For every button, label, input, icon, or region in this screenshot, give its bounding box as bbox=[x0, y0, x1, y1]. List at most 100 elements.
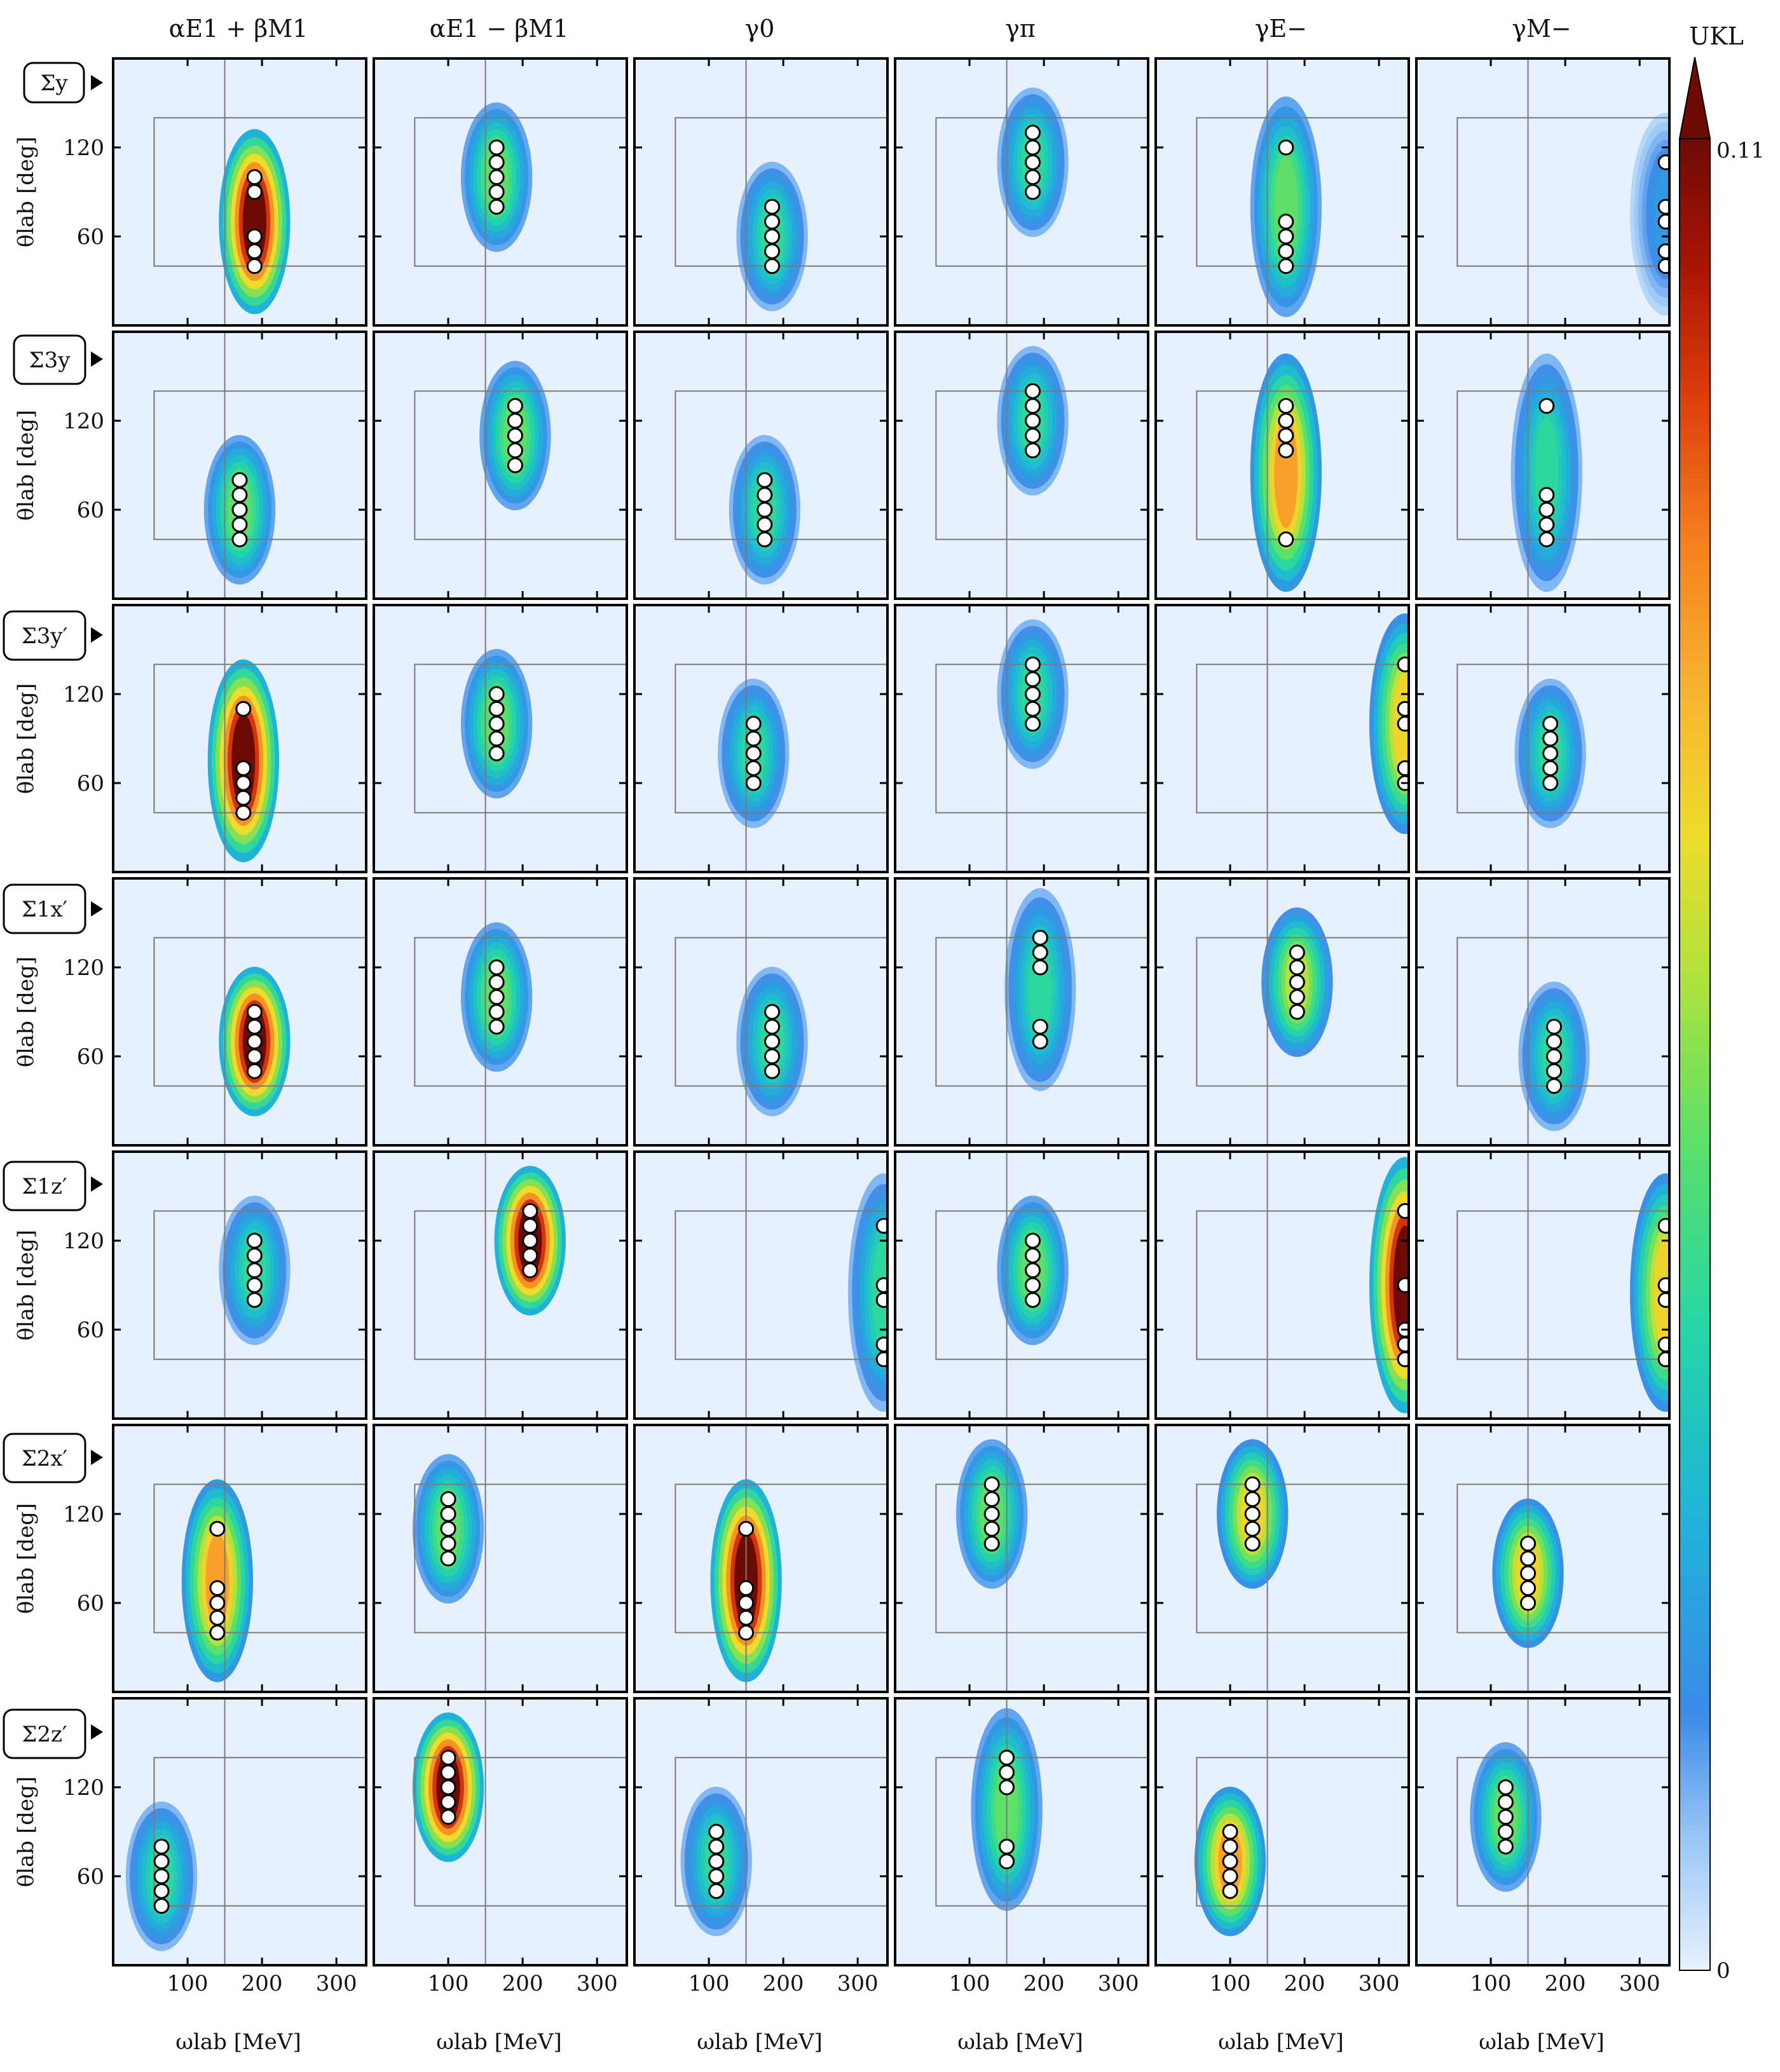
data-point bbox=[745, 745, 762, 761]
y-axis-label: θlab [deg] bbox=[13, 1230, 39, 1340]
data-point bbox=[507, 398, 523, 414]
data-point bbox=[231, 472, 248, 488]
panel-background bbox=[895, 1425, 1148, 1692]
data-point bbox=[764, 243, 781, 259]
density-contour bbox=[1653, 1237, 1669, 1348]
density-region bbox=[1250, 96, 1322, 317]
data-point bbox=[1032, 1018, 1048, 1035]
heatmap-panel: 60 120 bbox=[63, 877, 367, 1147]
data-point bbox=[246, 1277, 263, 1293]
panel-background bbox=[1156, 605, 1409, 872]
heatmap-panel bbox=[894, 604, 1149, 873]
data-point bbox=[1244, 1520, 1261, 1537]
panel-frame bbox=[373, 604, 628, 873]
panel-frame bbox=[112, 1697, 367, 1966]
data-point bbox=[745, 730, 762, 747]
data-point bbox=[246, 1033, 263, 1050]
heatmap-panel: 60 120 100 200 300 bbox=[63, 1697, 367, 1996]
heatmap-panel bbox=[1154, 604, 1410, 873]
colorbar-min-label: 0 bbox=[1716, 1958, 1730, 1984]
heatmap-panel bbox=[373, 1150, 628, 1420]
heatmap-panel bbox=[633, 57, 889, 327]
panel-background bbox=[1416, 58, 1669, 325]
data-point bbox=[1289, 974, 1305, 990]
data-point bbox=[756, 487, 773, 503]
data-point bbox=[764, 228, 781, 245]
heatmap-panel bbox=[894, 1424, 1149, 1693]
row-label-text: Σ3y bbox=[29, 348, 71, 373]
heatmap-panel: 60 120 bbox=[63, 331, 367, 600]
heatmap-panel: 100 200 300 bbox=[633, 1697, 889, 1996]
data-point bbox=[1032, 1033, 1048, 1050]
panel-frame bbox=[894, 331, 1149, 600]
data-point bbox=[1278, 228, 1294, 245]
y-tick-label: 120 bbox=[63, 409, 104, 434]
heatmap-panel: 100 200 300 bbox=[894, 1697, 1149, 1996]
panel-background bbox=[634, 1698, 887, 1965]
data-point bbox=[1025, 398, 1041, 414]
data-point bbox=[1520, 1536, 1537, 1552]
selected-points bbox=[488, 686, 505, 761]
data-point bbox=[507, 442, 523, 459]
panel-frame bbox=[1154, 331, 1410, 600]
y-axis-label: θlab [deg] bbox=[13, 410, 39, 521]
heatmap-panel bbox=[1415, 604, 1671, 873]
data-point bbox=[488, 989, 505, 1005]
panel-frame bbox=[894, 1150, 1149, 1420]
data-point bbox=[1397, 1203, 1409, 1219]
selected-points bbox=[1244, 1476, 1261, 1552]
colorbar-body bbox=[1679, 138, 1711, 1971]
row-label-text: Σ3y′ bbox=[22, 624, 68, 649]
data-point bbox=[522, 1247, 538, 1264]
x-tick-label: 300 bbox=[1619, 1971, 1660, 1996]
data-point bbox=[983, 1520, 1000, 1537]
data-point bbox=[209, 1609, 226, 1626]
data-point bbox=[246, 169, 263, 186]
x-tick-label: 300 bbox=[577, 1971, 618, 1996]
data-point bbox=[235, 789, 252, 806]
data-point bbox=[983, 1506, 1000, 1522]
data-point bbox=[764, 214, 781, 230]
data-point bbox=[1025, 412, 1041, 429]
x-tick-label: 300 bbox=[1359, 1971, 1400, 1996]
panel-frame bbox=[1154, 1697, 1410, 1966]
selected-points bbox=[488, 139, 505, 215]
data-point bbox=[708, 1838, 725, 1855]
data-point bbox=[1657, 258, 1669, 275]
x-tick-label: 200 bbox=[242, 1971, 283, 1996]
density-region bbox=[1250, 353, 1322, 592]
data-point bbox=[983, 1536, 1000, 1552]
data-point bbox=[1278, 214, 1294, 230]
selected-points bbox=[1520, 1536, 1537, 1611]
selected-points bbox=[231, 472, 248, 548]
heatmap-panel bbox=[1154, 57, 1410, 327]
data-point bbox=[246, 1063, 263, 1079]
density-region bbox=[1510, 353, 1583, 592]
data-point bbox=[1542, 745, 1559, 761]
data-point bbox=[488, 169, 505, 186]
y-tick-label: 120 bbox=[63, 1502, 104, 1527]
heatmap-panel bbox=[373, 604, 628, 873]
data-point bbox=[488, 1018, 505, 1035]
data-point bbox=[231, 531, 248, 548]
heatmap-panel: 100 200 300 bbox=[1415, 1697, 1671, 1996]
heatmap-panel bbox=[1415, 877, 1671, 1147]
data-point bbox=[1542, 775, 1559, 791]
data-point bbox=[209, 1580, 226, 1597]
selected-points bbox=[1657, 1218, 1669, 1368]
heatmap-panel bbox=[373, 331, 628, 600]
column-header: γπ bbox=[1005, 15, 1036, 43]
selected-points bbox=[1542, 716, 1559, 791]
panel-frame bbox=[1415, 57, 1671, 327]
x-tick-label: 200 bbox=[1023, 1971, 1065, 1996]
heatmap-panel bbox=[1154, 1424, 1410, 1693]
density-region bbox=[1004, 888, 1076, 1091]
panel-frame bbox=[894, 604, 1149, 873]
data-point bbox=[1538, 398, 1555, 414]
density-contour bbox=[1653, 167, 1669, 262]
panel-frame bbox=[633, 1697, 889, 1966]
panel-frame bbox=[112, 331, 367, 600]
data-point bbox=[209, 1595, 226, 1611]
row-label-text: Σ2x′ bbox=[22, 1446, 68, 1471]
data-point bbox=[246, 1048, 263, 1065]
